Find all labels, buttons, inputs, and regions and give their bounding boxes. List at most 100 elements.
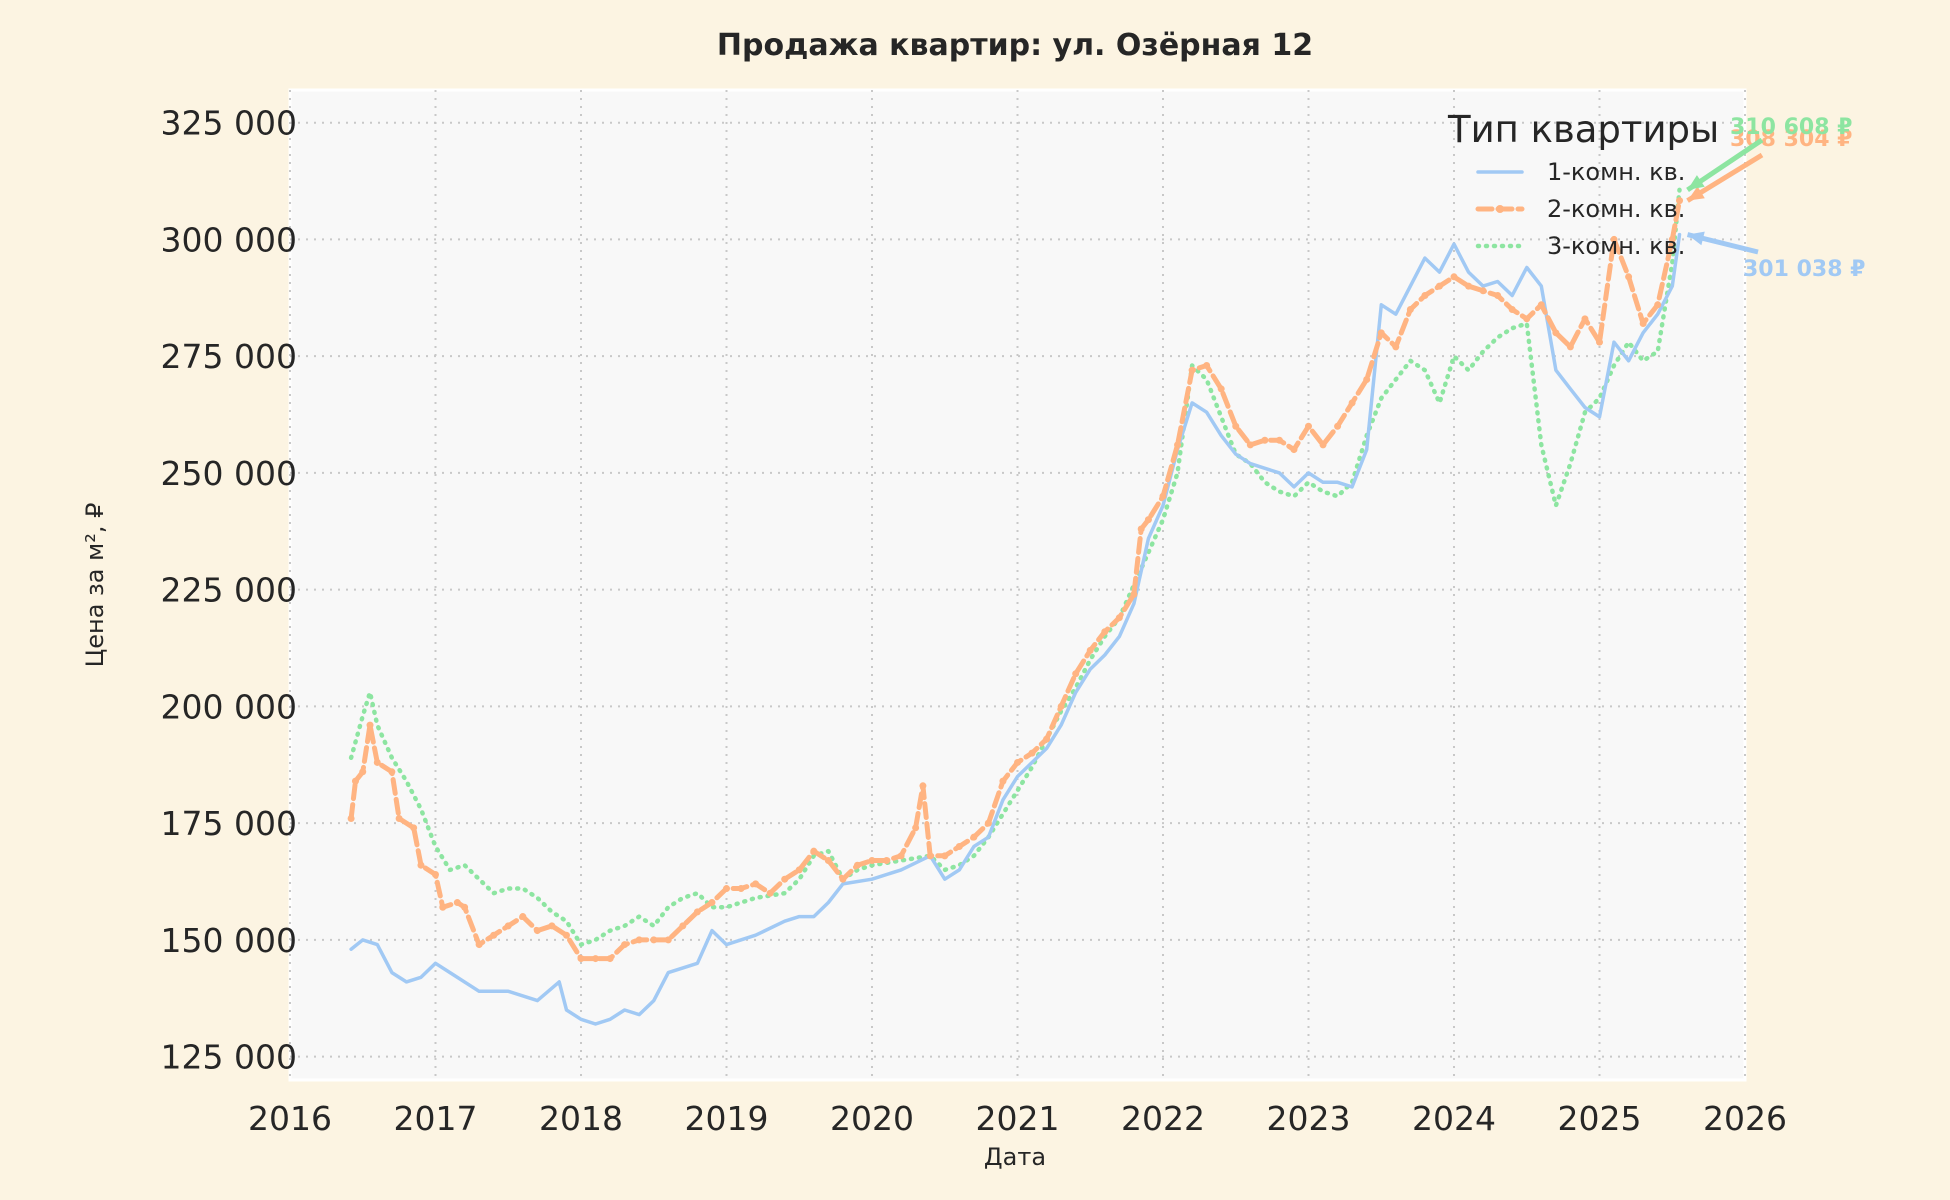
- legend-label: 2-комн. кв.: [1547, 195, 1685, 223]
- x-tick-label: 2022: [1121, 1099, 1205, 1138]
- series-marker: [1363, 376, 1371, 384]
- x-tick-label: 2025: [1558, 1099, 1642, 1138]
- legend: Тип квартиры 1-комн. кв. 2-комн. кв. 3-ком…: [1447, 108, 1719, 260]
- end-label-arrowhead: [1687, 231, 1705, 246]
- y-tick-label: 250 000: [161, 454, 297, 493]
- series-marker: [1537, 301, 1545, 309]
- series-marker: [664, 936, 672, 944]
- series-marker: [1203, 362, 1211, 370]
- series-marker: [351, 777, 359, 785]
- end-label-arrowhead: [1687, 175, 1705, 190]
- series-marker: [1305, 422, 1312, 430]
- series-marker: [1072, 670, 1080, 678]
- series-marker: [1188, 366, 1196, 374]
- series-marker: [388, 768, 396, 776]
- x-axis-label: Дата: [984, 1143, 1046, 1171]
- series-marker: [417, 861, 425, 869]
- series-marker: [366, 721, 374, 729]
- series-marker: [373, 758, 381, 766]
- y-axis-label: Цена за м², ₽: [81, 503, 109, 668]
- series-marker: [1086, 646, 1094, 654]
- series-marker: [1348, 399, 1356, 407]
- series-marker: [999, 777, 1007, 785]
- series-marker: [1334, 422, 1342, 430]
- y-tick-label: 200 000: [161, 687, 297, 726]
- series-marker: [737, 885, 745, 893]
- series-marker: [752, 880, 760, 888]
- legend-items: 1-комн. кв. 2-комн. кв. 3-комн. кв.: [1475, 158, 1685, 260]
- series-marker: [1494, 291, 1502, 299]
- series-marker: [970, 833, 978, 841]
- series-marker: [1130, 590, 1138, 598]
- series-marker: [1479, 287, 1487, 295]
- y-tick-label: 275 000: [161, 337, 297, 376]
- series-marker: [1610, 235, 1618, 243]
- series-marker: [810, 847, 818, 855]
- series-marker: [1392, 343, 1400, 351]
- series-marker: [1552, 329, 1560, 337]
- series-marker: [1232, 422, 1240, 430]
- series-marker: [1014, 758, 1021, 766]
- series-marker: [1174, 441, 1182, 449]
- series-marker: [1144, 516, 1152, 524]
- y-tick-label: 175 000: [161, 804, 297, 843]
- series-marker: [1275, 436, 1283, 444]
- series-marker: [766, 889, 774, 897]
- series-marker: [708, 899, 716, 907]
- series-marker: [795, 866, 803, 874]
- series-marker: [868, 857, 876, 865]
- y-tick-label: 225 000: [161, 571, 297, 610]
- series-marker: [1676, 197, 1684, 205]
- series-marker: [439, 903, 447, 911]
- legend-label: 1-комн. кв.: [1547, 158, 1685, 186]
- series-marker: [519, 913, 527, 921]
- x-tick-label: 2020: [830, 1099, 914, 1138]
- series-marker: [1246, 441, 1254, 449]
- series-marker: [504, 922, 512, 930]
- series-marker: [592, 955, 600, 963]
- series-marker: [912, 824, 920, 832]
- series-marker: [533, 927, 541, 935]
- x-tick-label: 2026: [1703, 1099, 1787, 1138]
- y-axis-ticks: 125 000 150 000 175 000 200 000 225 000 250 0…: [161, 104, 297, 1077]
- series-marker: [984, 819, 992, 827]
- series-marker: [548, 922, 556, 930]
- series-marker: [1261, 436, 1269, 444]
- series-marker: [955, 843, 963, 851]
- series-marker: [1290, 446, 1298, 454]
- series-marker: [1654, 301, 1662, 309]
- series-marker: [359, 768, 367, 776]
- series-marker: [926, 852, 934, 860]
- series-marker: [1057, 702, 1065, 710]
- series-marker: [562, 931, 570, 939]
- end-labels: 301 038 ₽308 304 ₽310 608 ₽: [1686, 115, 1865, 282]
- series-marker: [461, 903, 469, 911]
- series-marker: [693, 908, 701, 916]
- series-line: [349, 232, 1682, 1026]
- series-lines: [347, 187, 1684, 1026]
- x-tick-label: 2024: [1412, 1099, 1496, 1138]
- series-marker: [347, 814, 355, 822]
- series-marker: [453, 899, 461, 907]
- series-marker: [897, 852, 905, 860]
- series-marker: [1639, 319, 1647, 327]
- series-marker: [1668, 235, 1676, 243]
- series-marker: [679, 922, 687, 930]
- series-marker: [475, 941, 483, 949]
- legend-marker: [1496, 205, 1504, 213]
- series-marker: [490, 931, 498, 939]
- series-marker: [941, 852, 949, 860]
- series-marker: [1523, 315, 1531, 323]
- series-marker: [1115, 614, 1123, 622]
- series-marker: [1435, 282, 1443, 290]
- series-marker: [1137, 525, 1145, 533]
- end-value-label: 301 038 ₽: [1743, 257, 1865, 282]
- x-tick-label: 2016: [248, 1099, 332, 1138]
- series-marker: [919, 782, 927, 790]
- grid: [289, 90, 1746, 1080]
- series-marker: [853, 861, 861, 869]
- end-label-arrowhead: [1687, 186, 1705, 201]
- series-marker: [1377, 329, 1385, 337]
- series-marker: [1581, 315, 1589, 323]
- series-marker: [883, 857, 891, 865]
